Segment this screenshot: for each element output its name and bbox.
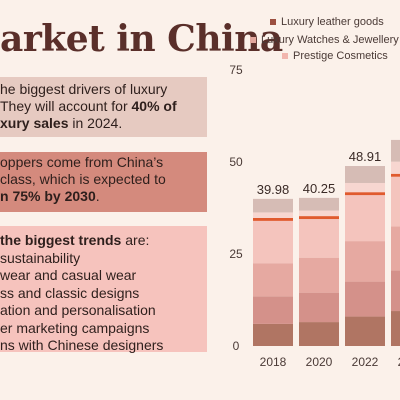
text: are: [121, 232, 150, 248]
y-tick-label: 0 [233, 339, 240, 353]
x-tick-label: 2018 [260, 355, 287, 369]
bar-segment [345, 192, 385, 196]
text: wear and casual wear [0, 267, 137, 283]
page-title: arket in China [0, 18, 283, 60]
trends-line: the biggest trends are: [0, 232, 201, 250]
bar-segment [299, 216, 339, 220]
bold-text: xury sales [0, 115, 69, 131]
bar-segment [345, 281, 385, 317]
y-tick-label: 75 [229, 63, 243, 77]
text: in 2024. [68, 115, 123, 131]
bar-segment [391, 176, 400, 227]
x-tick-label: 2022 [352, 355, 379, 369]
shoppers-line: oppers come from China’s [0, 154, 201, 171]
bar-segment [345, 316, 385, 346]
bar-segment [253, 323, 293, 346]
bar-segment [299, 322, 339, 346]
bar-total-label: 40.25 [303, 181, 336, 196]
text: They will account for [0, 98, 132, 114]
trends-line: sustainability [0, 250, 201, 268]
text: class, which is expected to [0, 171, 166, 187]
text: sustainability [0, 249, 81, 266]
text: he biggest drivers of luxury [0, 81, 168, 97]
trends-text-box: the biggest trends are: sustainability wea… [0, 226, 207, 355]
legend-item-watches: Luxury Watches & Jewellery [250, 34, 399, 46]
bold-text: the biggest trends [0, 232, 122, 248]
text: . [95, 188, 100, 204]
shoppers-line: class, which is expected to [0, 171, 201, 188]
bar-segment [299, 219, 339, 258]
bar-segment [253, 263, 293, 297]
legend-item-leather: Luxury leather goods [270, 16, 384, 28]
trends-line: wear and casual wear [0, 267, 201, 285]
text: ns with Chinese designers [0, 337, 164, 353]
bar-segment [345, 195, 385, 242]
bold-text: 40% of [131, 98, 177, 114]
legend-label: Luxury leather goods [281, 16, 384, 28]
bar-segment [345, 241, 385, 282]
bar-segment [299, 210, 339, 217]
bar-segment [253, 217, 293, 221]
trends-line: er marketing campaigns [0, 320, 201, 338]
bar-total-label: 39.98 [257, 182, 290, 197]
x-tick-label: 2020 [306, 355, 333, 369]
trends-line: ns with Chinese designers [0, 337, 201, 355]
bar-segment [391, 226, 400, 271]
shoppers-text-box: oppers come from China’s class, which is … [0, 152, 207, 212]
drivers-text-box: he biggest drivers of luxury They will ac… [0, 77, 207, 137]
text: er marketing campaigns [0, 319, 150, 336]
drivers-line: They will account for 40% of [0, 98, 201, 115]
drivers-line: xury sales in 2024. [0, 115, 201, 132]
bar-segment [299, 257, 339, 293]
legend-swatch [282, 53, 288, 60]
legend-item-cosmetics: Prestige Cosmetics [282, 50, 388, 62]
text: oppers come from China’s [0, 154, 164, 170]
legend-swatch [270, 19, 276, 26]
bar-segment [299, 197, 339, 211]
bar-segment [253, 212, 293, 218]
legend-swatch [250, 37, 256, 44]
bold-text: n 75% by 2030 [0, 188, 96, 204]
drivers-line: he biggest drivers of luxury [0, 81, 201, 98]
x-tick-label: 2024 [398, 355, 400, 369]
shoppers-line: n 75% by 2030. [0, 188, 201, 205]
bar-total-label: 48.91 [349, 149, 382, 164]
bar-segment [345, 166, 385, 183]
trends-line: ss and classic designs [0, 285, 201, 303]
y-tick-label: 25 [229, 247, 243, 261]
text: ss and classic designs [0, 284, 140, 301]
bar-segment [391, 173, 400, 177]
trends-line: ation and personalisation [0, 302, 201, 320]
bar-segment [253, 198, 293, 213]
bar-segment [391, 161, 400, 174]
bar-segment [345, 182, 385, 193]
bar-segment [391, 270, 400, 312]
bar-segment [253, 296, 293, 324]
bar-segment [391, 311, 400, 346]
bar-segment [253, 220, 293, 264]
text: ation and personalisation [0, 302, 156, 318]
bar-segment [391, 139, 400, 162]
legend-label: Prestige Cosmetics [293, 50, 388, 62]
legend-label: Luxury Watches & Jewellery [261, 34, 399, 46]
bar-segment [299, 292, 339, 323]
y-tick-label: 50 [229, 155, 243, 169]
